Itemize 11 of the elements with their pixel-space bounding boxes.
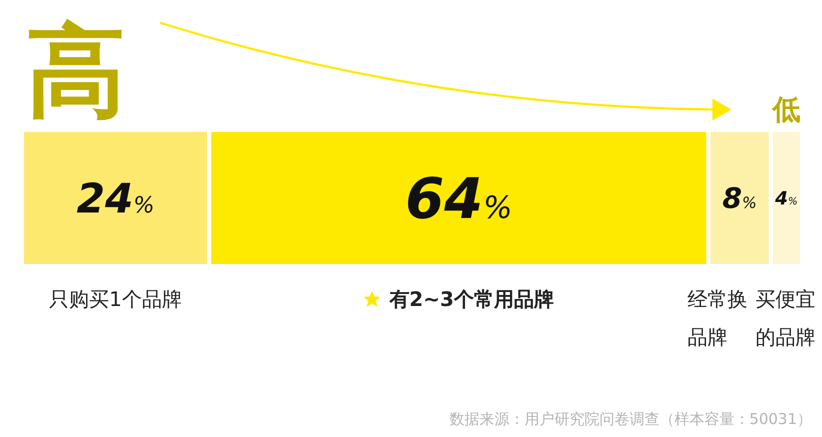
series-label: 只购买1个品牌 xyxy=(49,287,182,311)
annotation: 高 xyxy=(26,13,126,130)
series-label: 有2~3个常用品牌 xyxy=(389,287,554,311)
data-label: 8% xyxy=(722,182,757,216)
data-label: 4% xyxy=(774,188,798,210)
series-label: 经常换品牌 xyxy=(687,287,748,349)
text: 低 xyxy=(771,93,800,126)
source-note: 数据来源：用户研究院问卷调查（样本容量：50031） xyxy=(449,410,812,428)
data-label: 24% xyxy=(76,174,155,223)
data-label: 64% xyxy=(405,167,512,232)
series-label: 买便宜的品牌 xyxy=(755,287,816,349)
